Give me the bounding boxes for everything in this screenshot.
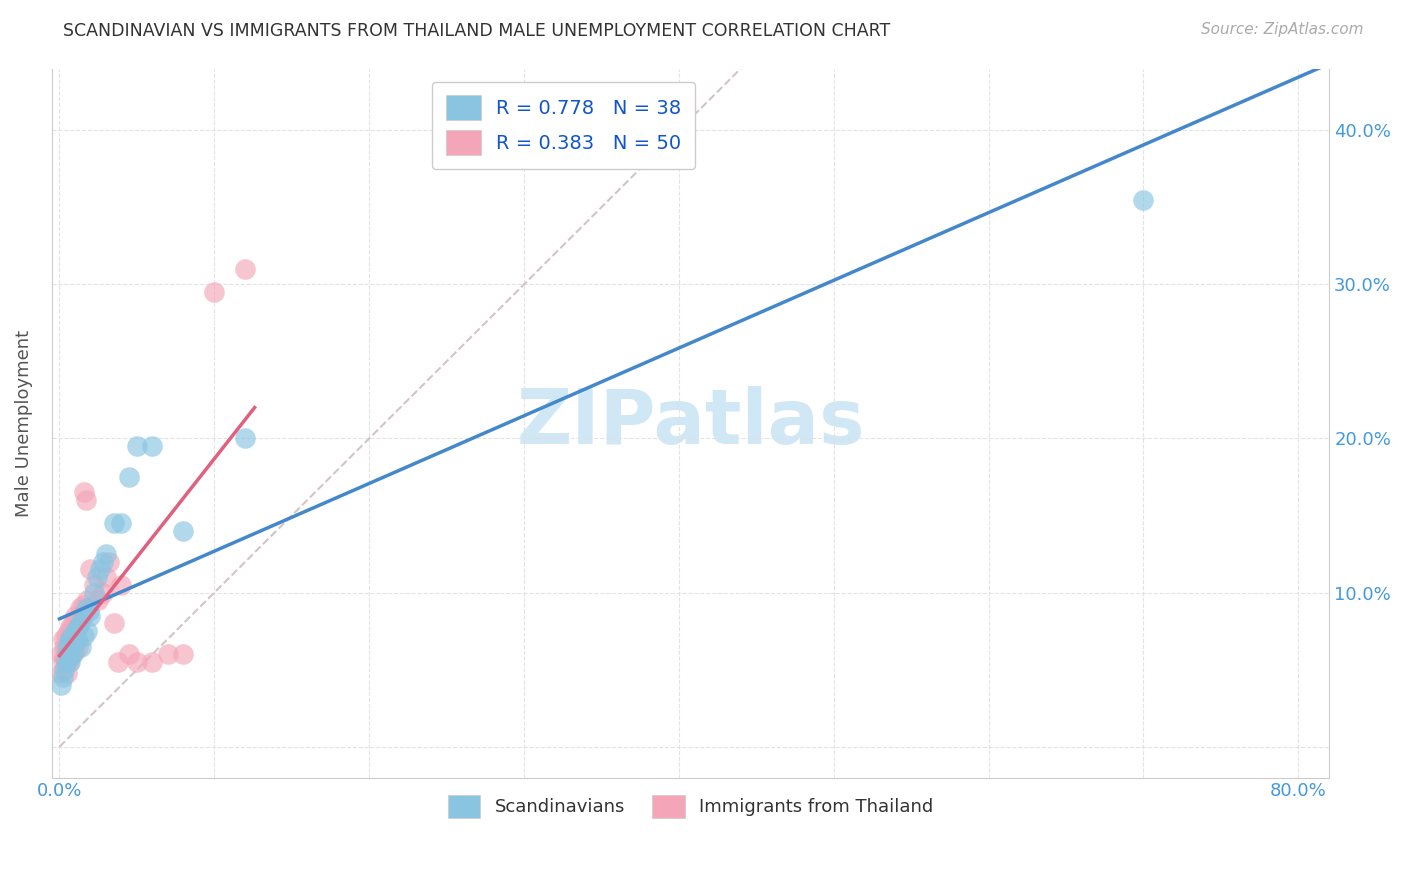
Y-axis label: Male Unemployment: Male Unemployment <box>15 329 32 516</box>
Point <box>63 608 86 623</box>
Point <box>75 493 97 508</box>
Point <box>89 562 111 576</box>
Point <box>65 632 87 646</box>
Point <box>98 555 121 569</box>
Point <box>55 647 77 661</box>
Point <box>62 640 84 654</box>
Point <box>63 624 86 639</box>
Point <box>103 516 125 531</box>
Point <box>91 555 114 569</box>
Text: ZIPatlas: ZIPatlas <box>516 386 865 460</box>
Point <box>94 570 117 584</box>
Point <box>53 650 76 665</box>
Point <box>60 629 83 643</box>
Text: SCANDINAVIAN VS IMMIGRANTS FROM THAILAND MALE UNEMPLOYMENT CORRELATION CHART: SCANDINAVIAN VS IMMIGRANTS FROM THAILAND… <box>63 22 890 40</box>
Point <box>56 644 79 658</box>
Point <box>79 608 101 623</box>
Point <box>52 670 75 684</box>
Point <box>62 616 84 631</box>
Point <box>141 439 163 453</box>
Point <box>67 640 90 654</box>
Point <box>58 650 80 665</box>
Point <box>55 629 77 643</box>
Point <box>56 665 79 680</box>
Point <box>56 647 79 661</box>
Point <box>72 608 94 623</box>
Point <box>53 663 76 677</box>
Point <box>94 547 117 561</box>
Point <box>59 650 82 665</box>
Point <box>63 644 86 658</box>
Point <box>87 593 110 607</box>
Point <box>75 601 97 615</box>
Point <box>67 613 90 627</box>
Point <box>156 647 179 661</box>
Point <box>49 647 72 661</box>
Point <box>53 640 76 654</box>
Point <box>110 578 132 592</box>
Point <box>172 524 194 538</box>
Point <box>70 608 93 623</box>
Point <box>58 635 80 649</box>
Point <box>52 655 75 669</box>
Point <box>60 640 83 654</box>
Point <box>1132 193 1154 207</box>
Point <box>58 624 80 639</box>
Point <box>125 439 148 453</box>
Point <box>67 619 90 633</box>
Point <box>202 285 225 299</box>
Point <box>60 629 83 643</box>
Point <box>65 632 87 646</box>
Point <box>83 585 105 599</box>
Point <box>58 640 80 654</box>
Point <box>86 570 108 584</box>
Point <box>91 585 114 599</box>
Point <box>58 655 80 669</box>
Point <box>233 432 256 446</box>
Point <box>77 604 100 618</box>
Point <box>63 624 86 639</box>
Point <box>69 616 91 631</box>
Point <box>172 647 194 661</box>
Point <box>59 619 82 633</box>
Point <box>76 624 98 639</box>
Point <box>125 655 148 669</box>
Point <box>59 632 82 646</box>
Point <box>59 655 82 669</box>
Point <box>49 665 72 680</box>
Point <box>56 635 79 649</box>
Point <box>118 647 141 661</box>
Point <box>72 598 94 612</box>
Point <box>59 635 82 649</box>
Legend: Scandinavians, Immigrants from Thailand: Scandinavians, Immigrants from Thailand <box>440 788 941 825</box>
Point <box>60 647 83 661</box>
Point <box>233 261 256 276</box>
Point <box>103 616 125 631</box>
Point <box>56 640 79 654</box>
Point <box>69 601 91 615</box>
Point <box>73 629 96 643</box>
Point <box>118 470 141 484</box>
Point <box>49 678 72 692</box>
Point <box>55 655 77 669</box>
Point <box>110 516 132 531</box>
Point <box>70 640 93 654</box>
Text: Source: ZipAtlas.com: Source: ZipAtlas.com <box>1201 22 1364 37</box>
Point <box>79 562 101 576</box>
Point <box>73 485 96 500</box>
Point <box>76 593 98 607</box>
Point <box>141 655 163 669</box>
Point <box>63 635 86 649</box>
Point <box>62 647 84 661</box>
Point <box>83 578 105 592</box>
Point <box>52 632 75 646</box>
Point <box>65 619 87 633</box>
Point <box>107 655 129 669</box>
